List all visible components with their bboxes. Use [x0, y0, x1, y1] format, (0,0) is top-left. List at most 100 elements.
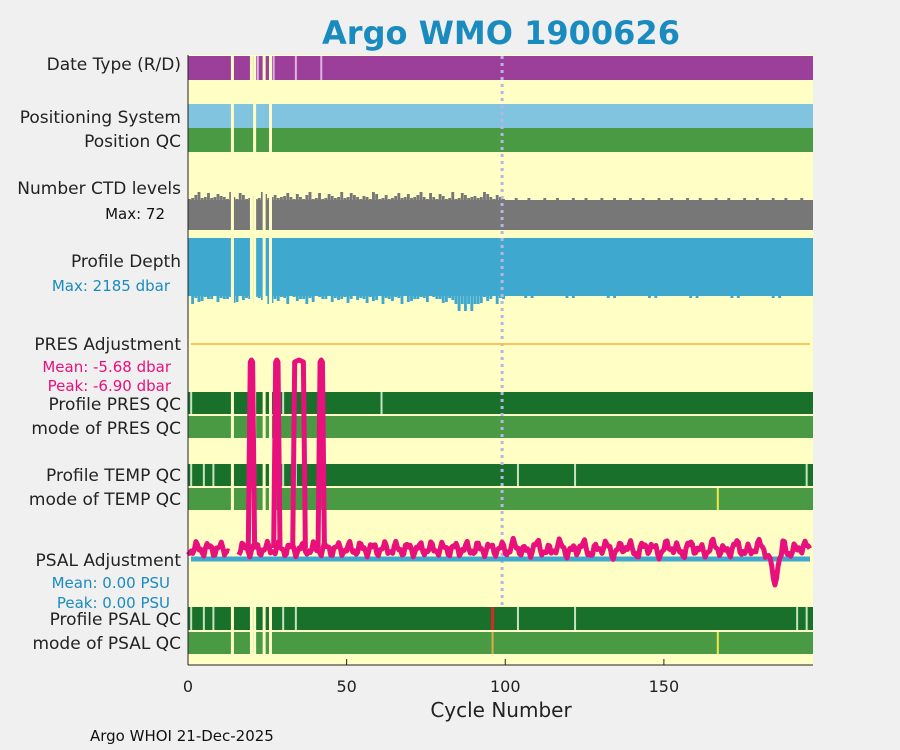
profile-depth-bar [432, 296, 436, 297]
ctd-level-bar [365, 197, 369, 200]
ctd-level-bar [628, 198, 632, 200]
psal-qc-light [796, 607, 799, 630]
ctd-levels-band [188, 200, 813, 230]
x-tick-label: 0 [183, 677, 193, 696]
pres-adjustment-spike [271, 357, 283, 549]
temp-qc-light [805, 464, 808, 486]
profile-depth-bar [454, 296, 458, 304]
profile-depth-bar [464, 296, 467, 311]
profile-depth-bar [257, 296, 261, 298]
position-gap [268, 104, 272, 152]
ctd-level-bar [346, 197, 350, 200]
label-profile-psal-qc: Profile PSAL QC [50, 610, 181, 630]
psal-qc-light [574, 607, 577, 630]
ctd-level-bar [197, 192, 201, 200]
ctd-level-bar [432, 197, 436, 200]
profile-depth-bar [502, 296, 505, 299]
label-positioning-system: Positioning System [20, 108, 181, 128]
ctd-level-bar [571, 198, 575, 200]
psal-qc-gap [268, 607, 272, 654]
psal-qc-light [212, 607, 215, 630]
profile-depth-bar [565, 296, 569, 298]
profile-depth-bar [394, 296, 398, 297]
profile-depth-bar [438, 296, 442, 299]
mode-pres-qc-band [188, 416, 813, 438]
pres-qc-gap [230, 392, 234, 438]
profile-depth-bar [324, 296, 328, 299]
ctd-level-bar [406, 194, 410, 200]
ctd-level-bar [337, 197, 340, 200]
profile-depth-bar [410, 296, 413, 301]
ctd-level-bar [698, 198, 702, 200]
ctd-level-bar [397, 193, 401, 200]
label-psal-adjustment: PSAL Adjustment [36, 551, 182, 571]
ctd-level-bar [498, 197, 502, 200]
profile-depth-bar [248, 296, 252, 299]
ctd-level-bar [273, 195, 277, 200]
ctd-level-bar [489, 197, 493, 200]
ctd-level-bar [467, 198, 471, 200]
ctd-level-bar [203, 197, 207, 200]
ctd-level-bar [460, 193, 464, 200]
x-axis-label: Cycle Number [430, 698, 572, 722]
ctd-gap [230, 190, 234, 230]
profile-depth-bar [444, 296, 448, 302]
ctd-level-bar [248, 198, 252, 200]
profile-depth-bar [384, 296, 388, 298]
ctd-level-bar [194, 195, 198, 200]
ctd-level-bar [318, 193, 321, 200]
ctd-gap [253, 190, 257, 230]
profile-depth-bar [498, 296, 502, 298]
profile-depth-band [188, 238, 813, 296]
pres-qc-gap [262, 392, 266, 438]
ctd-level-bar [352, 195, 356, 200]
label-mode-temp-qc: mode of TEMP QC [29, 490, 181, 510]
label-date-type: Date Type (R/D) [47, 55, 181, 75]
label-pres-mean: Mean: -5.68 dbar [42, 358, 172, 376]
label-profile-temp-qc: Profile TEMP QC [46, 466, 181, 486]
ctd-level-bar [356, 197, 360, 200]
ctd-level-bar [657, 198, 661, 200]
ctd-level-bar [226, 199, 229, 200]
profile-depth-bar [330, 296, 334, 302]
profile-depth-bar [210, 296, 214, 299]
profile-depth-bar [530, 296, 534, 298]
ctd-level-bar [391, 198, 394, 200]
adjustment-lines [186, 343, 812, 588]
profile-depth-gap [262, 238, 266, 308]
ctd-level-bar [235, 199, 239, 200]
profile-depth-bar [695, 296, 699, 298]
date-type-gap [230, 56, 234, 80]
profile-depth-bar [280, 296, 283, 297]
profile-depth-bar [613, 296, 616, 298]
profile-depth-bar [222, 296, 226, 299]
ctd-level-bar [438, 194, 442, 200]
profile-depth-bar [235, 296, 239, 302]
ctd-level-bar [372, 192, 375, 200]
label-depth-max: Max: 2185 dbar [52, 277, 171, 295]
profile-depth-bar [486, 296, 490, 301]
x-axis: 0 50 100 150 [183, 55, 813, 696]
position-gap [230, 104, 234, 152]
ctd-level-bar [429, 193, 432, 200]
label-pres-peak: Peak: -6.90 dbar [48, 377, 172, 395]
ctd-level-bar [600, 198, 604, 200]
profile-depth-bar [736, 296, 740, 298]
ctd-level-bar [470, 197, 474, 200]
label-psal-mean: Mean: 0.00 PSU [52, 574, 170, 592]
profile-depth-gap [249, 238, 253, 308]
psal-qc-light [202, 607, 205, 630]
profile-depth-bar [416, 296, 420, 299]
pres-qc-gap [268, 392, 272, 438]
ctd-level-bar [257, 198, 261, 200]
ctd-level-bar [314, 198, 318, 200]
ctd-level-bar [340, 192, 344, 200]
ctd-level-bar [464, 195, 467, 200]
ctd-level-bar [324, 198, 328, 200]
profile-depth-bar [203, 296, 207, 297]
ctd-level-bar [394, 196, 398, 200]
ctd-level-bar [368, 199, 372, 200]
ctd-level-bar [670, 198, 674, 200]
temp-qc-gap [268, 464, 272, 510]
profile-depth-bar [441, 296, 445, 303]
